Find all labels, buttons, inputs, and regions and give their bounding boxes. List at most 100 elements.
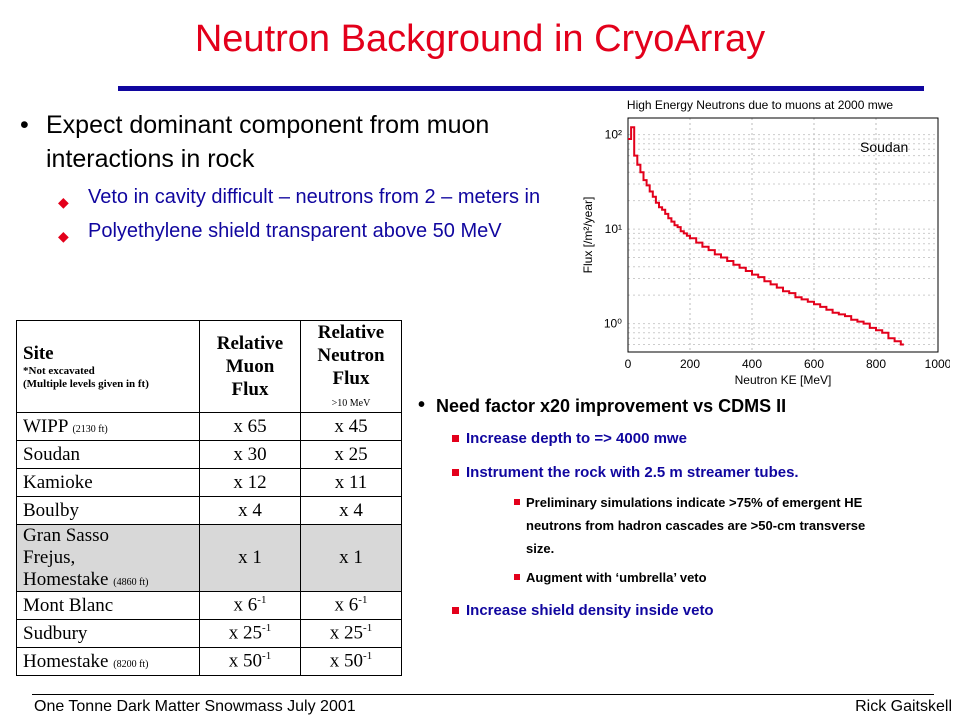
neutron-flux-value: x 11 — [334, 471, 368, 493]
right-subsub-bullet: Preliminary simulations indicate >75% of… — [418, 491, 896, 560]
site-name: Homestake (8200 ft) — [23, 651, 193, 673]
bullet-sub: ◆ Polyethylene shield transparent above … — [20, 218, 580, 244]
right-sub-text: Increase depth to => 4000 mwe — [466, 430, 687, 447]
site-name-text: Homestake — [23, 569, 109, 590]
y-tick-label: 10⁰ — [604, 317, 622, 331]
header-neutron-cell: Relative Neutron Flux >10 MeV — [300, 320, 402, 413]
neutron-flux-value: x 4 — [339, 499, 363, 521]
neutron-flux-value: x 6 — [334, 594, 359, 616]
muon-flux-cell: x 65 — [199, 412, 301, 441]
neutron-flux-value: x 25 — [334, 443, 368, 465]
site-name-text: WIPP — [23, 415, 68, 437]
series-line — [628, 126, 904, 346]
neutron-flux-value: x 25 — [329, 622, 364, 644]
site-name: WIPP (2130 ft) — [23, 416, 193, 438]
site-cell: Kamioke — [16, 468, 200, 497]
y-tick-label: 10¹ — [605, 222, 622, 236]
square-bullet-icon — [514, 499, 520, 505]
chart-title: High Energy Neutrons due to muons at 200… — [627, 98, 893, 112]
site-name: Sudbury — [23, 622, 88, 644]
neutron-flux-cell: x 11 — [300, 468, 402, 497]
diamond-bullet-icon: ◆ — [58, 194, 69, 210]
right-sub-bullet: Increase depth to => 4000 mwe — [418, 427, 918, 451]
footer-rule — [32, 694, 934, 695]
diamond-bullet-icon: ◆ — [58, 228, 69, 244]
header-neutron-note: >10 MeV — [331, 398, 371, 409]
table-row: Boulby x 4 x 4 — [16, 496, 402, 525]
chart-ticks: 0 200 400 600 800 1000 10⁰ 10¹ 10² — [604, 128, 950, 371]
muon-flux-value: x 4 — [238, 499, 262, 521]
muon-flux-cell: x 6-1 — [199, 591, 301, 620]
muon-flux-cell: x 12 — [199, 468, 301, 497]
neutron-flux-cell: x 25-1 — [300, 619, 402, 648]
x-tick-label: 1000 — [925, 357, 950, 371]
muon-flux-cell: x 50-1 — [199, 647, 301, 676]
neutron-flux-exponent: -1 — [363, 622, 373, 635]
site-name: Gran Sasso — [23, 525, 110, 546]
site-name: Homestake (4860 ft) — [23, 569, 193, 591]
site-cell: Soudan — [16, 440, 200, 469]
neutron-flux-exponent: -1 — [363, 650, 373, 663]
muon-flux-cell: x 1 — [199, 524, 301, 592]
table-row: Gran Sasso Frejus, Homestake (4860 ft) x 1 x… — [16, 524, 402, 592]
neutron-flux-value: x 45 — [334, 415, 368, 437]
muon-flux-value: x 1 — [238, 547, 262, 568]
right-main-bullet: • Need factor x20 improvement vs CDMS II — [418, 394, 918, 417]
x-tick-label: 400 — [742, 357, 762, 371]
site-depth: (2130 ft) — [72, 423, 108, 435]
right-main-text: Need factor x20 improvement vs CDMS II — [436, 396, 787, 416]
table-row: Mont Blanc x 6-1 x 6-1 — [16, 591, 402, 620]
header-site-cell: Site *Not excavated (Multiple levels giv… — [16, 320, 200, 413]
neutron-flux-value: x 1 — [339, 547, 363, 568]
site-cell: WIPP (2130 ft) — [16, 412, 200, 441]
x-axis-label: Neutron KE [MeV] — [735, 373, 832, 387]
site-flux-table: Site *Not excavated (Multiple levels giv… — [16, 320, 402, 676]
site-cell: Sudbury — [16, 619, 200, 648]
table-row: Homestake (8200 ft) x 50-1 x 50-1 — [16, 647, 402, 676]
muon-flux-cell: x 30 — [199, 440, 301, 469]
neutron-flux-cell: x 4 — [300, 496, 402, 525]
right-bullet-list: • Need factor x20 improvement vs CDMS II… — [418, 394, 918, 623]
y-axis-label: Flux [/m²/year] — [581, 197, 595, 274]
x-tick-label: 200 — [680, 357, 700, 371]
bullet-sub: ◆ Veto in cavity difficult – neutrons fr… — [20, 184, 580, 210]
right-sub-bullet: Increase shield density inside veto — [418, 599, 918, 623]
neutron-flux-value: x 50 — [329, 650, 364, 672]
neutron-flux-cell: x 25 — [300, 440, 402, 469]
header-neutron: Relative Neutron Flux — [317, 322, 385, 389]
footer-left: One Tonne Dark Matter Snowmass July 2001 — [34, 698, 356, 715]
table-row: Kamioke x 12 x 11 — [16, 468, 402, 497]
muon-flux-value: x 25 — [228, 622, 263, 644]
table-row: WIPP (2130 ft) x 65 x 45 — [16, 412, 402, 441]
site-name: Boulby — [23, 499, 79, 521]
bullet-dot-icon: • — [418, 394, 426, 416]
square-bullet-icon — [514, 574, 520, 580]
square-bullet-icon — [452, 469, 459, 476]
header-site: Site — [23, 342, 54, 364]
muon-flux-value: x 12 — [233, 471, 267, 493]
right-subsub-text: Augment with ‘umbrella’ veto — [526, 570, 707, 585]
site-name: Soudan — [23, 443, 80, 465]
title-rule — [118, 86, 924, 91]
table-body: WIPP (2130 ft) x 65 x 45 Soudan x 30 x 25 Kami… — [16, 412, 402, 676]
right-sub-text: Increase shield density inside veto — [466, 602, 714, 619]
header-site-note: (Multiple levels given in ft) — [23, 377, 149, 390]
neutron-flux-chart: High Energy Neutrons due to muons at 200… — [570, 96, 950, 392]
neutron-flux-cell: x 6-1 — [300, 591, 402, 620]
x-tick-label: 800 — [866, 357, 886, 371]
header-muon-cell: Relative Muon Flux — [199, 320, 301, 413]
y-tick-label: 10² — [605, 128, 622, 142]
table-row: Soudan x 30 x 25 — [16, 440, 402, 469]
bullet-list: • Expect dominant component from muon in… — [20, 108, 580, 320]
x-tick-label: 0 — [625, 357, 632, 371]
muon-flux-value: x 65 — [233, 415, 267, 437]
muon-flux-value: x 30 — [233, 443, 267, 465]
header-muon: Relative Muon Flux — [216, 333, 284, 400]
neutron-flux-cell: x 1 — [300, 524, 402, 592]
neutron-flux-cell: x 50-1 — [300, 647, 402, 676]
chart-annotation: Soudan — [860, 139, 908, 155]
right-subsub-text: Preliminary simulations indicate >75% of… — [526, 495, 866, 556]
muon-flux-exponent: -1 — [257, 594, 267, 607]
site-cell: Boulby — [16, 496, 200, 525]
muon-flux-value: x 6 — [233, 594, 258, 616]
